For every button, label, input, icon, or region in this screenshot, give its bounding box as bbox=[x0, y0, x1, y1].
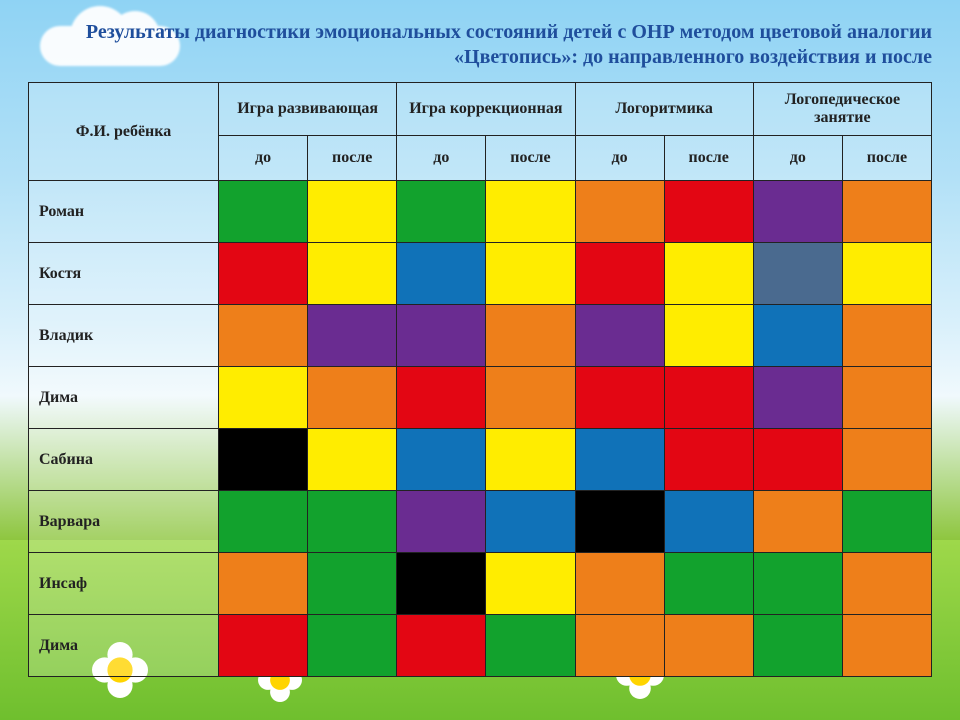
color-cell bbox=[397, 181, 486, 243]
color-cell bbox=[664, 367, 753, 429]
color-cell bbox=[842, 553, 931, 615]
row-name: Варвара bbox=[29, 491, 219, 553]
color-cell bbox=[219, 491, 308, 553]
color-cell bbox=[308, 429, 397, 491]
slide-title: Результаты диагностики эмоциональных сос… bbox=[28, 20, 932, 70]
color-cell bbox=[219, 367, 308, 429]
color-cell bbox=[753, 615, 842, 677]
color-cell bbox=[842, 367, 931, 429]
color-cell bbox=[308, 491, 397, 553]
color-cell bbox=[219, 615, 308, 677]
color-cell bbox=[753, 305, 842, 367]
color-cell bbox=[575, 181, 664, 243]
table-row: Костя bbox=[29, 243, 932, 305]
sub-after: после bbox=[842, 136, 931, 181]
table-header: Ф.И. ребёнка Игра развивающая Игра корре… bbox=[29, 83, 932, 181]
table-row: Сабина bbox=[29, 429, 932, 491]
color-cell bbox=[308, 305, 397, 367]
slide-container: Результаты диагностики эмоциональных сос… bbox=[0, 0, 960, 720]
color-cell bbox=[486, 305, 575, 367]
color-cell bbox=[575, 243, 664, 305]
color-cell bbox=[308, 243, 397, 305]
color-cell bbox=[842, 491, 931, 553]
color-cell bbox=[842, 615, 931, 677]
row-name: Дима bbox=[29, 367, 219, 429]
color-cell bbox=[575, 429, 664, 491]
color-cell bbox=[397, 553, 486, 615]
color-cell bbox=[664, 491, 753, 553]
col-activity-header: Игра развивающая bbox=[219, 83, 397, 136]
color-cell bbox=[575, 367, 664, 429]
table-row: Владик bbox=[29, 305, 932, 367]
color-cell bbox=[486, 243, 575, 305]
color-cell bbox=[664, 181, 753, 243]
sub-before: до bbox=[219, 136, 308, 181]
color-cell bbox=[486, 553, 575, 615]
sub-after: после bbox=[664, 136, 753, 181]
color-cell bbox=[664, 429, 753, 491]
color-cell bbox=[219, 429, 308, 491]
color-cell bbox=[308, 181, 397, 243]
color-cell bbox=[664, 243, 753, 305]
color-cell bbox=[664, 615, 753, 677]
col-name-header: Ф.И. ребёнка bbox=[29, 83, 219, 181]
color-cell bbox=[842, 305, 931, 367]
color-cell bbox=[486, 429, 575, 491]
color-cell bbox=[664, 305, 753, 367]
color-cell bbox=[842, 181, 931, 243]
color-cell bbox=[219, 181, 308, 243]
table-row: Дима bbox=[29, 367, 932, 429]
diagnostics-table: Ф.И. ребёнка Игра развивающая Игра корре… bbox=[28, 82, 932, 677]
color-cell bbox=[486, 181, 575, 243]
color-cell bbox=[219, 243, 308, 305]
color-cell bbox=[753, 243, 842, 305]
color-cell bbox=[308, 553, 397, 615]
row-name: Дима bbox=[29, 615, 219, 677]
table-row: Роман bbox=[29, 181, 932, 243]
color-cell bbox=[753, 367, 842, 429]
table-row: Варвара bbox=[29, 491, 932, 553]
color-cell bbox=[753, 181, 842, 243]
col-activity-header: Логопедическое занятие bbox=[753, 83, 931, 136]
color-cell bbox=[397, 615, 486, 677]
color-cell bbox=[486, 367, 575, 429]
color-cell bbox=[308, 615, 397, 677]
sub-after: после bbox=[308, 136, 397, 181]
color-cell bbox=[308, 367, 397, 429]
sub-before: до bbox=[397, 136, 486, 181]
color-cell bbox=[842, 429, 931, 491]
color-cell bbox=[575, 615, 664, 677]
color-cell bbox=[753, 553, 842, 615]
color-cell bbox=[753, 429, 842, 491]
row-name: Роман bbox=[29, 181, 219, 243]
col-activity-header: Игра коррекционная bbox=[397, 83, 575, 136]
color-cell bbox=[575, 491, 664, 553]
color-cell bbox=[397, 491, 486, 553]
sub-after: после bbox=[486, 136, 575, 181]
color-cell bbox=[397, 305, 486, 367]
row-name: Сабина bbox=[29, 429, 219, 491]
color-cell bbox=[397, 243, 486, 305]
sub-before: до bbox=[753, 136, 842, 181]
color-cell bbox=[397, 367, 486, 429]
row-name: Владик bbox=[29, 305, 219, 367]
table-row: Инсаф bbox=[29, 553, 932, 615]
col-activity-header: Логоритмика bbox=[575, 83, 753, 136]
color-cell bbox=[842, 243, 931, 305]
color-cell bbox=[753, 491, 842, 553]
table-row: Дима bbox=[29, 615, 932, 677]
color-cell bbox=[575, 553, 664, 615]
color-cell bbox=[219, 305, 308, 367]
color-cell bbox=[219, 553, 308, 615]
color-cell bbox=[397, 429, 486, 491]
color-cell bbox=[486, 491, 575, 553]
table-body: РоманКостяВладикДимаСабинаВарвараИнсафДи… bbox=[29, 181, 932, 677]
color-cell bbox=[575, 305, 664, 367]
color-cell bbox=[664, 553, 753, 615]
color-cell bbox=[486, 615, 575, 677]
row-name: Инсаф bbox=[29, 553, 219, 615]
row-name: Костя bbox=[29, 243, 219, 305]
sub-before: до bbox=[575, 136, 664, 181]
